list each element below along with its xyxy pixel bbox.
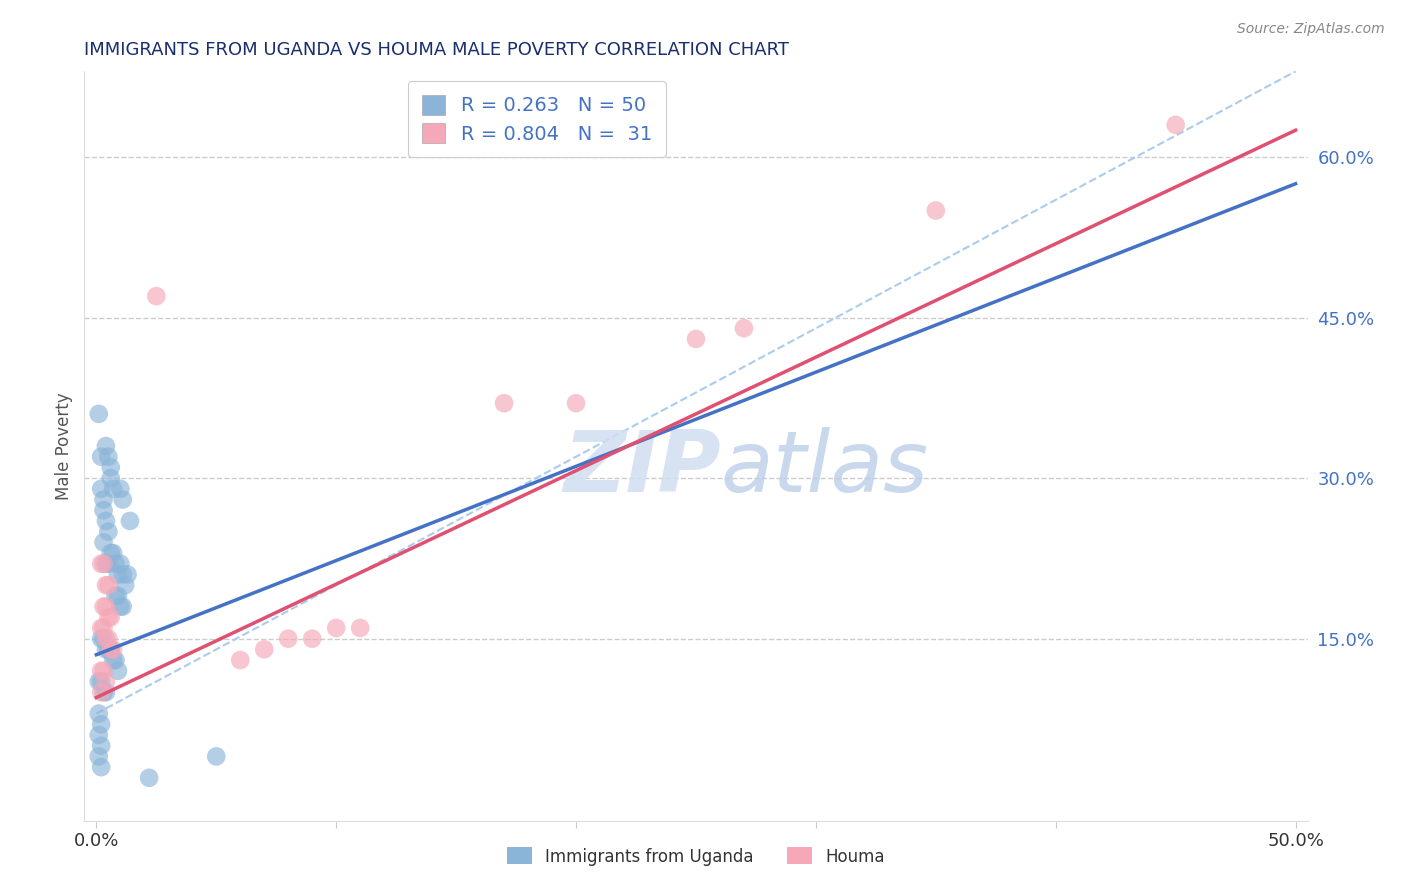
Point	[93, 535, 115, 549]
Point	[301, 632, 323, 646]
Point	[100, 460, 122, 475]
Point	[93, 557, 115, 571]
Point	[100, 610, 122, 624]
Point	[97, 632, 120, 646]
Text: Source: ZipAtlas.com: Source: ZipAtlas.com	[1237, 22, 1385, 37]
Point	[93, 492, 115, 507]
Point	[138, 771, 160, 785]
Point	[117, 567, 139, 582]
Point	[90, 664, 112, 678]
Point	[110, 599, 132, 614]
Point	[229, 653, 252, 667]
Point	[97, 610, 120, 624]
Legend: Immigrants from Uganda, Houma: Immigrants from Uganda, Houma	[501, 841, 891, 872]
Point	[93, 503, 115, 517]
Point	[107, 589, 129, 603]
Point	[90, 760, 112, 774]
Point	[93, 632, 115, 646]
Point	[94, 632, 117, 646]
Point	[111, 567, 134, 582]
Point	[101, 546, 124, 560]
Point	[101, 642, 124, 657]
Point	[145, 289, 167, 303]
Point	[90, 450, 112, 464]
Point	[100, 642, 122, 657]
Point	[94, 674, 117, 689]
Point	[205, 749, 228, 764]
Point	[110, 482, 132, 496]
Point	[104, 589, 127, 603]
Point	[94, 557, 117, 571]
Point	[104, 653, 127, 667]
Point	[114, 578, 136, 592]
Point	[111, 599, 134, 614]
Point	[97, 642, 120, 657]
Point	[118, 514, 141, 528]
Point	[90, 739, 112, 753]
Point	[107, 664, 129, 678]
Point	[111, 492, 134, 507]
Point	[277, 632, 299, 646]
Text: ZIP: ZIP	[562, 427, 720, 510]
Text: atlas: atlas	[720, 427, 928, 510]
Point	[100, 471, 122, 485]
Point	[90, 717, 112, 731]
Point	[87, 407, 110, 421]
Point	[94, 599, 117, 614]
Point	[110, 557, 132, 571]
Point	[101, 653, 124, 667]
Point	[87, 749, 110, 764]
Point	[925, 203, 948, 218]
Point	[101, 482, 124, 496]
Point	[97, 524, 120, 539]
Y-axis label: Male Poverty: Male Poverty	[55, 392, 73, 500]
Point	[733, 321, 755, 335]
Point	[94, 578, 117, 592]
Point	[93, 685, 115, 699]
Point	[494, 396, 516, 410]
Point	[94, 514, 117, 528]
Point	[253, 642, 276, 657]
Point	[685, 332, 707, 346]
Point	[97, 578, 120, 592]
Point	[94, 642, 117, 657]
Point	[87, 728, 110, 742]
Point	[104, 557, 127, 571]
Point	[93, 621, 115, 635]
Point	[90, 632, 112, 646]
Point	[90, 685, 112, 699]
Point	[107, 567, 129, 582]
Point	[90, 674, 112, 689]
Point	[94, 685, 117, 699]
Text: IMMIGRANTS FROM UGANDA VS HOUMA MALE POVERTY CORRELATION CHART: IMMIGRANTS FROM UGANDA VS HOUMA MALE POV…	[84, 41, 789, 59]
Point	[97, 450, 120, 464]
Point	[325, 621, 347, 635]
Point	[1164, 118, 1187, 132]
Point	[87, 674, 110, 689]
Point	[100, 642, 122, 657]
Point	[90, 621, 112, 635]
Point	[565, 396, 588, 410]
Point	[90, 482, 112, 496]
Point	[100, 546, 122, 560]
Point	[94, 439, 117, 453]
Point	[97, 557, 120, 571]
Point	[93, 599, 115, 614]
Point	[349, 621, 371, 635]
Point	[87, 706, 110, 721]
Point	[90, 557, 112, 571]
Point	[93, 664, 115, 678]
